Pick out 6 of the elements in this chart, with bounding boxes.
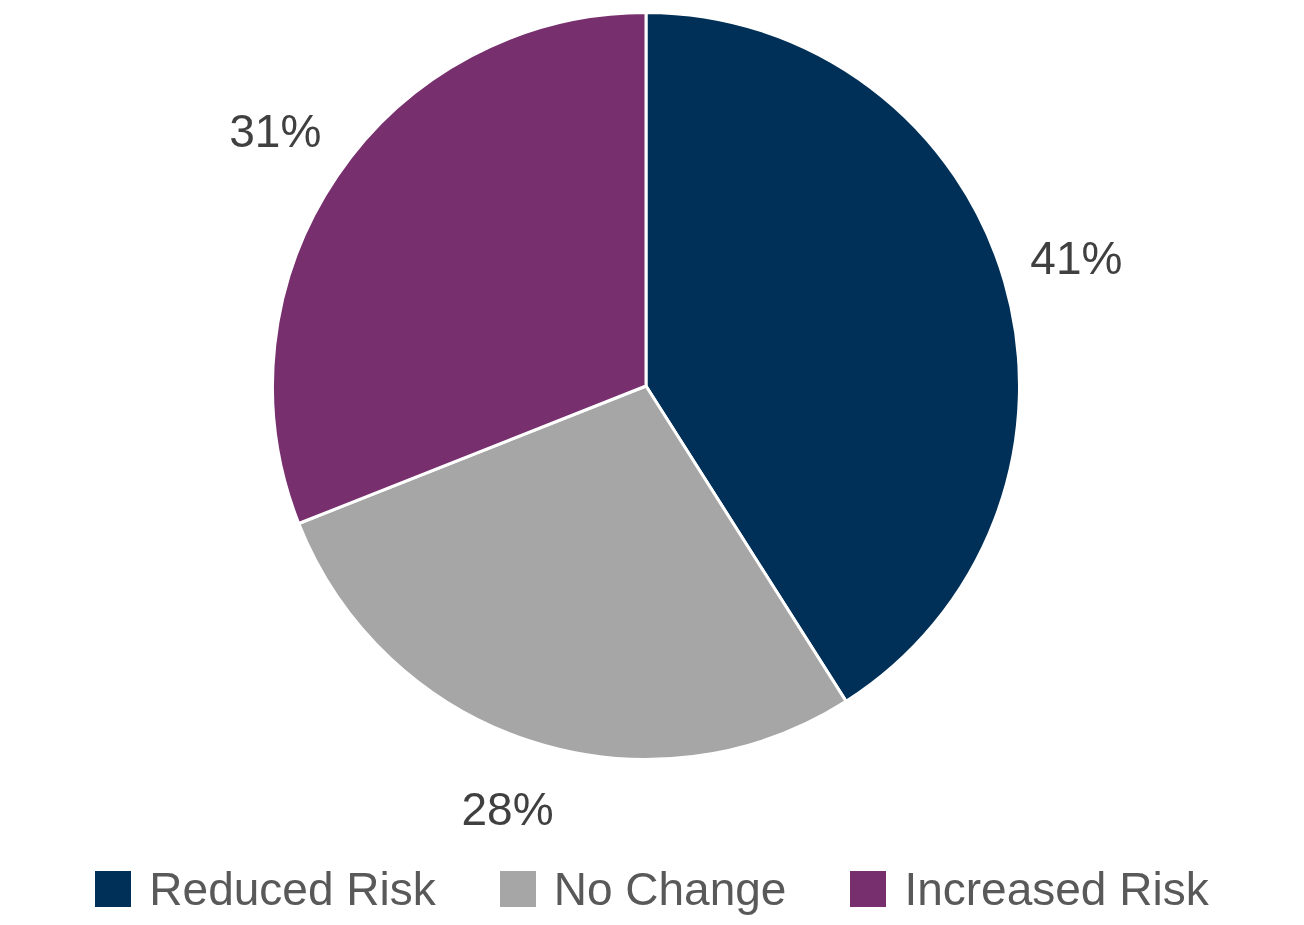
legend-label: No Change xyxy=(553,862,787,916)
data-label: 31% xyxy=(229,104,322,157)
legend-label: Reduced Risk xyxy=(149,862,436,916)
data-label: 28% xyxy=(461,782,554,835)
legend-label: Increased Risk xyxy=(904,862,1209,916)
data-label: 41% xyxy=(1030,231,1123,284)
